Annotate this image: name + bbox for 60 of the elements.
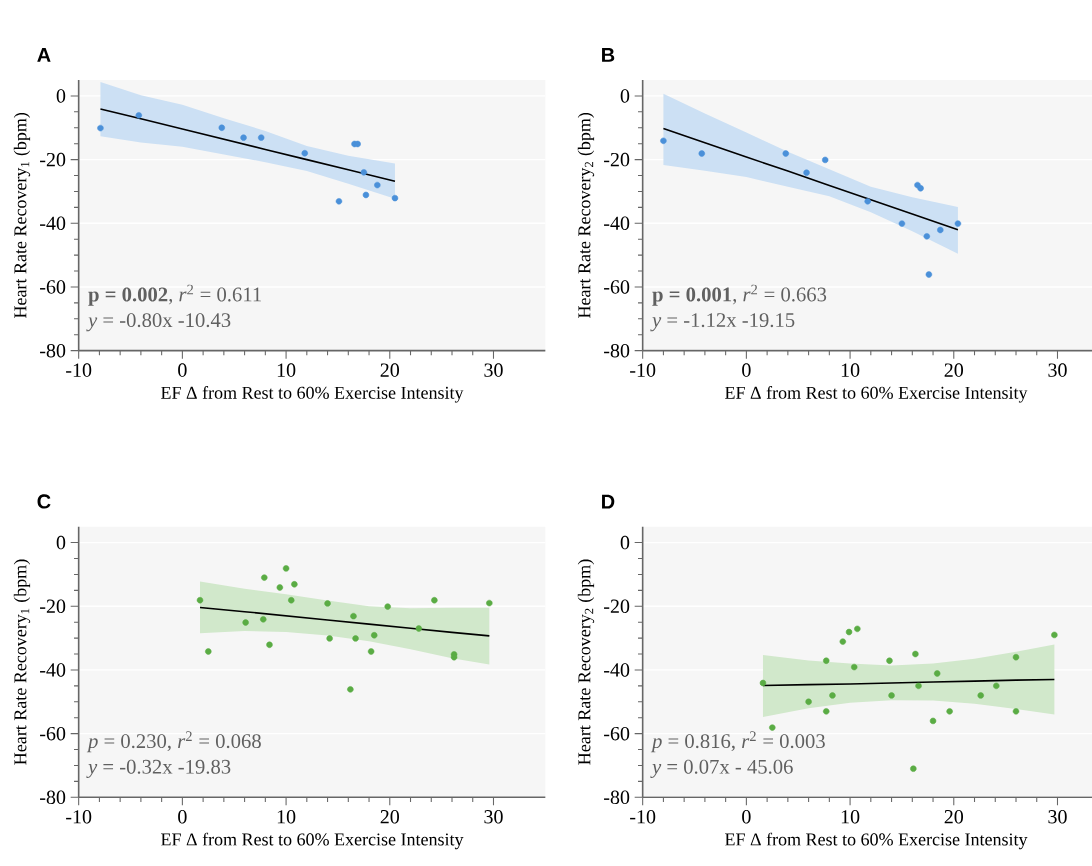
x-axis-title: EF Δ from Rest to 60% Exercise Intensity	[161, 832, 464, 850]
annotation: p = 0.230, r$^{2}$ = 0.068	[86, 731, 261, 753]
x-tick-label: -10	[66, 810, 92, 824]
x-tick-label: 0	[742, 810, 751, 824]
x-tick-label: 20	[380, 810, 400, 824]
y-tick-label: 0	[620, 89, 630, 103]
x-tick-label: 20	[944, 810, 964, 824]
y-tick-label: -40	[40, 216, 66, 231]
x-tick-label: 0	[178, 363, 187, 377]
annotation: p = 0.816, r$^{2}$ = 0.003	[650, 731, 825, 753]
x-tick-label: 20	[380, 363, 400, 377]
y-tick-label: -20	[604, 152, 630, 167]
x-tick-label: 10	[841, 363, 860, 377]
y-tick-label: -60	[40, 726, 66, 741]
y-tick-label: -80	[40, 343, 66, 358]
x-tick-label: 10	[277, 363, 296, 377]
x-tick-label: 20	[944, 363, 964, 377]
x-axis-title: EF Δ from Rest to 60% Exercise Intensity	[725, 832, 1028, 850]
chart-title: D	[602, 494, 615, 509]
x-tick-label: -10	[630, 810, 656, 824]
chart-title: A	[37, 48, 51, 62]
chart-title: C	[37, 494, 51, 509]
annotation: p = 0.001, r$^{2}$ = 0.663	[652, 284, 827, 306]
y-axis-title: Heart Rate Recovery$_{1}$ (bpm)	[13, 112, 31, 318]
x-tick-label: 30	[1048, 810, 1067, 824]
y-tick-label: -20	[40, 599, 66, 614]
y-tick-label: -20	[40, 152, 66, 167]
y-tick-label: -20	[604, 599, 630, 614]
x-tick-label: -10	[66, 363, 92, 377]
y-tick-label: -80	[40, 790, 66, 805]
x-tick-label: 0	[742, 363, 751, 377]
annotation: y = 0.07x - 45.06	[650, 759, 793, 778]
x-tick-label: 0	[178, 810, 187, 824]
x-tick-label: 30	[484, 810, 503, 824]
y-tick-label: -40	[40, 663, 66, 677]
y-axis-title: Heart Rate Recovery$_{2}$ (bpm)	[577, 112, 595, 318]
y-tick-label: -80	[604, 343, 630, 358]
annotation: y = -0.80x -10.43	[86, 313, 231, 332]
annotation: y = -1.12x -19.15	[650, 313, 795, 332]
y-tick-label: -80	[604, 790, 630, 805]
x-tick-label: -10	[630, 363, 656, 377]
y-tick-label: 0	[620, 535, 630, 550]
y-tick-label: -40	[604, 663, 630, 677]
x-axis-title: EF Δ from Rest to 60% Exercise Intensity	[725, 386, 1028, 403]
x-tick-label: 30	[484, 363, 503, 377]
annotation: p = 0.002, r$^{2}$ = 0.611	[88, 284, 261, 306]
y-tick-label: 0	[56, 535, 66, 550]
x-axis-title: EF Δ from Rest to 60% Exercise Intensity	[161, 386, 464, 403]
y-tick-label: -60	[40, 280, 66, 294]
x-tick-label: 10	[841, 810, 860, 824]
y-tick-label: 0	[56, 89, 66, 103]
y-axis-title: Heart Rate Recovery$_{1}$ (bpm)	[13, 559, 31, 765]
x-tick-label: 10	[277, 810, 296, 824]
annotation: y = -0.32x -19.83	[86, 759, 231, 778]
y-axis-title: Heart Rate Recovery$_{2}$ (bpm)	[577, 559, 595, 765]
y-tick-label: -60	[604, 726, 630, 741]
x-tick-label: 30	[1048, 363, 1067, 377]
y-tick-label: -60	[604, 280, 630, 294]
y-tick-label: -40	[604, 216, 630, 231]
chart-title: B	[602, 48, 615, 62]
